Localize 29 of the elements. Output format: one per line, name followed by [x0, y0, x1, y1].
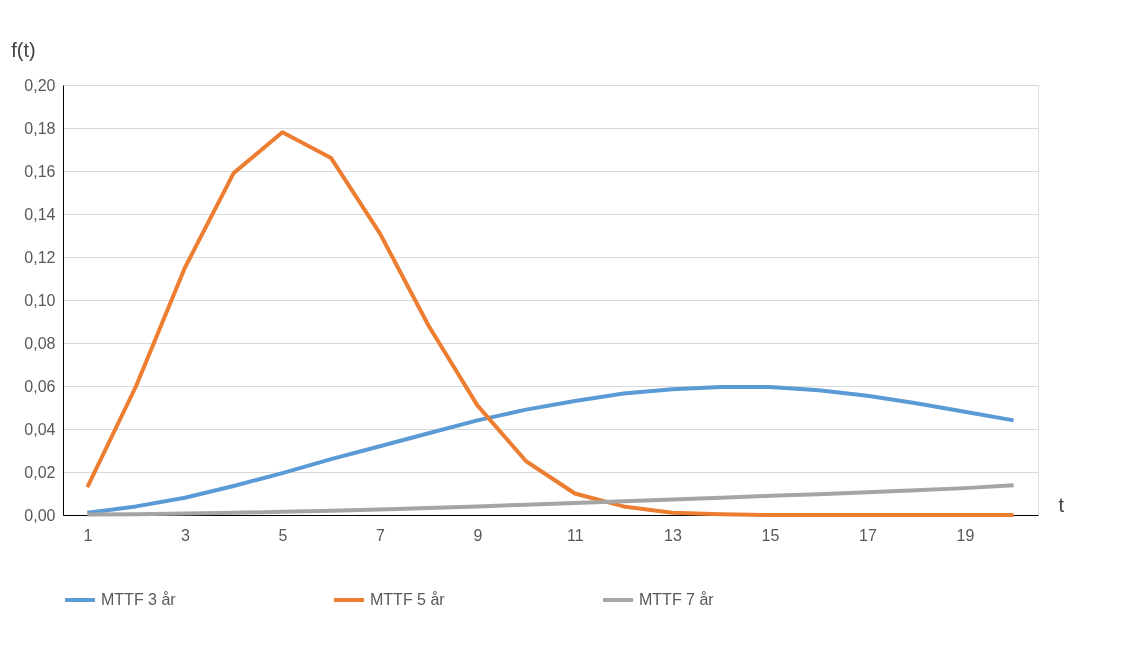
legend-label: MTTF 7 år: [639, 591, 715, 608]
y-tick-label: 0,04: [24, 420, 56, 438]
y-tick-label: 0,10: [24, 291, 56, 309]
y-axis-title: f(t): [11, 38, 36, 61]
x-tick-label: 3: [180, 526, 190, 544]
y-tick-label: 0,14: [24, 205, 56, 223]
x-tick-label: 7: [375, 526, 385, 544]
y-tick-label: 0,16: [24, 162, 56, 180]
line-series: [85, 483, 1016, 517]
x-tick-label: 5: [278, 526, 288, 544]
y-tick-label: 0,06: [24, 377, 56, 395]
y-tick-label: 0,08: [24, 334, 56, 352]
y-tick-label: 0,18: [24, 119, 56, 137]
legend-label: MTTF 3 år: [101, 591, 177, 608]
y-tick-label: 0,02: [24, 463, 56, 481]
x-tick-label: 13: [663, 526, 682, 544]
x-tick-label: 19: [956, 526, 975, 544]
x-tick-label: 15: [761, 526, 780, 544]
x-tick-label: 11: [567, 526, 584, 544]
x-axis-title: t: [1058, 493, 1065, 516]
x-tick-label: 1: [83, 526, 93, 544]
line-series: [85, 130, 1016, 517]
x-tick-label: 9: [473, 526, 483, 544]
legend-label: MTTF 5 år: [370, 591, 446, 608]
y-tick-label: 0,00: [24, 506, 56, 524]
y-tick-label: 0,20: [24, 76, 56, 94]
y-tick-label: 0,12: [24, 248, 56, 266]
line-series: [85, 385, 1016, 515]
x-tick-label: 17: [858, 526, 877, 544]
